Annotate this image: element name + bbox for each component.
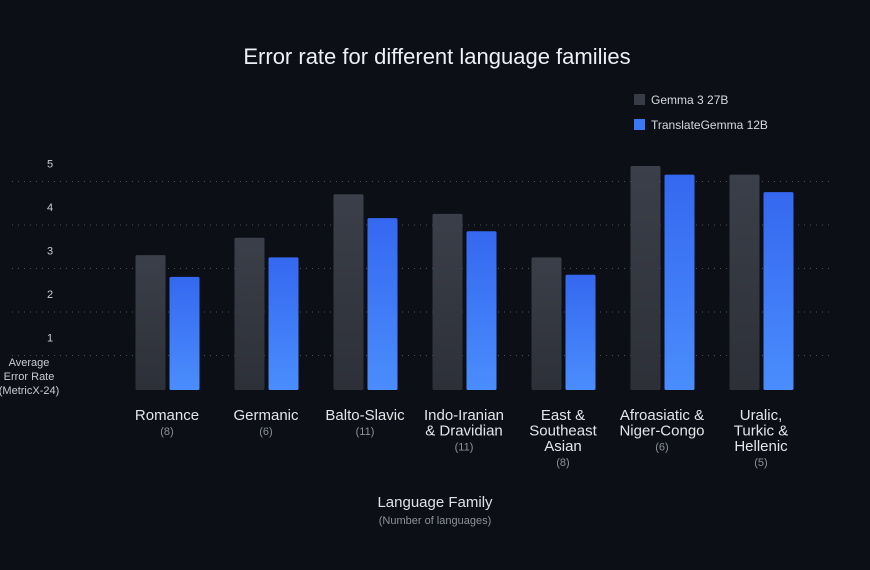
category-label-line: & Dravidian	[425, 423, 503, 440]
category-count: (6)	[259, 426, 272, 438]
category-label-line: Hellenic	[734, 438, 788, 455]
category-label-line: Uralic,	[740, 407, 783, 424]
bar-gemma-3-27b	[135, 255, 166, 390]
bar-translategemma-12b	[367, 218, 398, 390]
x-axis-categories: Romance (8) Germanic (6) Balto-Slavic (11) Ind…	[135, 407, 788, 469]
category-label: Indo-Iranian & Dravidian	[424, 407, 504, 440]
y-axis-label-line: Error Rate	[4, 371, 55, 383]
y-tick-label: 3	[47, 246, 53, 258]
category-count: (11)	[356, 426, 375, 438]
category-count: (5)	[754, 457, 767, 469]
legend: Gemma 3 27B TranslateGemma 12B	[634, 93, 768, 132]
x-axis-sublabel: (Number of languages)	[379, 515, 492, 527]
category-label-line: Afroasiatic &	[620, 407, 704, 424]
bar-translategemma-12b	[664, 174, 695, 390]
bar-translategemma-12b	[466, 231, 497, 390]
bar-translategemma-12b	[763, 192, 794, 390]
bar-translategemma-12b	[565, 274, 596, 390]
bar-gemma-3-27b	[432, 213, 463, 390]
category-label: Balto-Slavic	[325, 407, 405, 424]
category-label-line: Turkic &	[734, 423, 788, 440]
category-label-line: East &	[541, 407, 585, 424]
y-axis-ticks: 1 2 3 4 5	[47, 159, 53, 345]
y-tick-label: 5	[47, 159, 53, 171]
category-label-line: Balto-Slavic	[325, 407, 405, 424]
category-count: (8)	[556, 457, 569, 469]
category-label-line: Romance	[135, 407, 199, 424]
y-axis-label-line: Average	[9, 357, 50, 369]
bar-gemma-3-27b	[333, 194, 364, 390]
y-axis-label: Average Error Rate (MetricX-24)	[0, 357, 59, 397]
bar-gemma-3-27b	[630, 165, 661, 390]
y-tick-label: 2	[47, 289, 53, 301]
category-label-line: Asian	[544, 438, 582, 455]
chart-title: Error rate for different language famili…	[243, 44, 630, 69]
y-tick-label: 1	[47, 333, 53, 345]
category-label-line: Indo-Iranian	[424, 407, 504, 424]
x-axis-label: Language Family	[377, 494, 493, 511]
category-count: (11)	[455, 442, 474, 454]
category-label-line: Niger-Congo	[619, 423, 704, 440]
bar-gemma-3-27b	[234, 237, 265, 390]
category-label: Germanic	[233, 407, 299, 424]
category-count: (6)	[655, 442, 668, 454]
gridlines	[12, 181, 832, 356]
legend-label: TranslateGemma 12B	[651, 118, 768, 132]
bars	[135, 165, 794, 390]
bar-translategemma-12b	[268, 257, 299, 390]
category-label: East & Southeast Asian	[529, 407, 597, 455]
category-label-line: Southeast	[529, 423, 597, 440]
y-axis-label-line: (MetricX-24)	[0, 385, 59, 397]
legend-swatch	[634, 119, 645, 130]
category-count: (8)	[160, 426, 173, 438]
category-label: Uralic, Turkic & Hellenic	[734, 407, 788, 455]
bar-gemma-3-27b	[531, 257, 562, 390]
category-label-line: Germanic	[233, 407, 299, 424]
category-label: Afroasiatic & Niger-Congo	[619, 407, 704, 440]
bar-gemma-3-27b	[729, 174, 760, 390]
legend-label: Gemma 3 27B	[651, 93, 728, 107]
category-label: Romance	[135, 407, 199, 424]
legend-swatch	[634, 94, 645, 105]
y-tick-label: 4	[47, 202, 53, 214]
bar-translategemma-12b	[169, 276, 200, 390]
